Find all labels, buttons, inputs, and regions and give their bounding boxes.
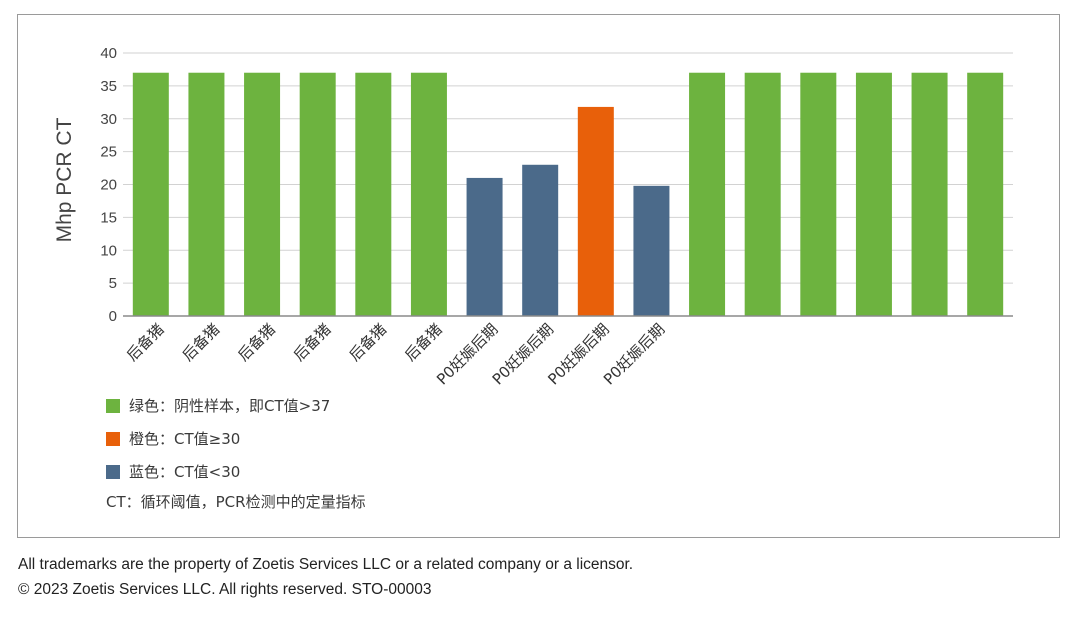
bar-14	[855, 72, 892, 316]
legend-item-orange: 橙色：CT值≥30	[106, 428, 240, 449]
y-tick-label: 30	[100, 111, 117, 128]
bar-15	[911, 72, 948, 316]
y-tick-label: 40	[100, 45, 117, 62]
legend-item-green: 绿色：阴性样本，即CT值>37	[106, 395, 330, 416]
y-tick-label: 15	[100, 209, 117, 226]
bar-5	[355, 72, 392, 316]
y-tick-label: 20	[100, 177, 117, 194]
bar-12	[744, 72, 781, 316]
footer-trademark: All trademarks are the property of Zoeti…	[18, 556, 634, 573]
legend-swatch	[106, 399, 120, 413]
x-axis-ticks: 后备猪 后备猪 后备猪 后备猪 后备猪 后备猪P0妊娠后期P0妊娠后期P0妊娠后期P0妊娠…	[123, 320, 668, 388]
y-axis-ticks: 0 5 10 15 20 25 30 35 40	[100, 45, 117, 325]
legend-item-blue: 蓝色：CT值<30	[106, 461, 240, 482]
footer-copyright: © 2023 Zoetis Services LLC. All rights r…	[18, 581, 432, 598]
y-tick-label: 35	[100, 78, 117, 95]
bar-3	[244, 72, 281, 316]
bar-4	[299, 72, 336, 316]
legend-label: 橙色：CT值≥30	[129, 430, 241, 448]
legend-swatch	[106, 465, 120, 479]
x-tick-label: 后备猪	[401, 320, 446, 365]
y-tick-label: 10	[100, 242, 117, 259]
x-tick-label: P0妊娠后期	[600, 320, 668, 388]
x-tick-label: 后备猪	[290, 320, 335, 365]
bar-2	[188, 72, 225, 316]
bar-11	[689, 72, 726, 316]
bar-9	[577, 106, 614, 316]
legend-label: 绿色：阴性样本，即CT值>37	[129, 397, 331, 415]
legend-note: CT：循环阈值，PCR检测中的定量指标	[106, 493, 366, 511]
y-tick-label: 0	[109, 308, 117, 325]
legend-swatch	[106, 432, 120, 446]
legend-label: 蓝色：CT值<30	[129, 463, 241, 481]
bar-8	[522, 164, 559, 316]
bar-6	[410, 72, 447, 316]
x-tick-label: 后备猪	[346, 320, 391, 365]
y-tick-label: 25	[100, 144, 117, 161]
x-tick-label: 后备猪	[123, 320, 168, 365]
bar-1	[132, 72, 169, 316]
bars	[132, 72, 1004, 316]
bar-13	[800, 72, 837, 316]
bar-10	[633, 185, 670, 316]
x-tick-label: 后备猪	[179, 320, 224, 365]
bar-16	[967, 72, 1004, 316]
bar-7	[466, 177, 503, 316]
y-axis-label: Mhp PCR CT	[53, 117, 76, 242]
x-tick-label: 后备猪	[234, 320, 279, 365]
y-tick-label: 5	[109, 275, 117, 292]
